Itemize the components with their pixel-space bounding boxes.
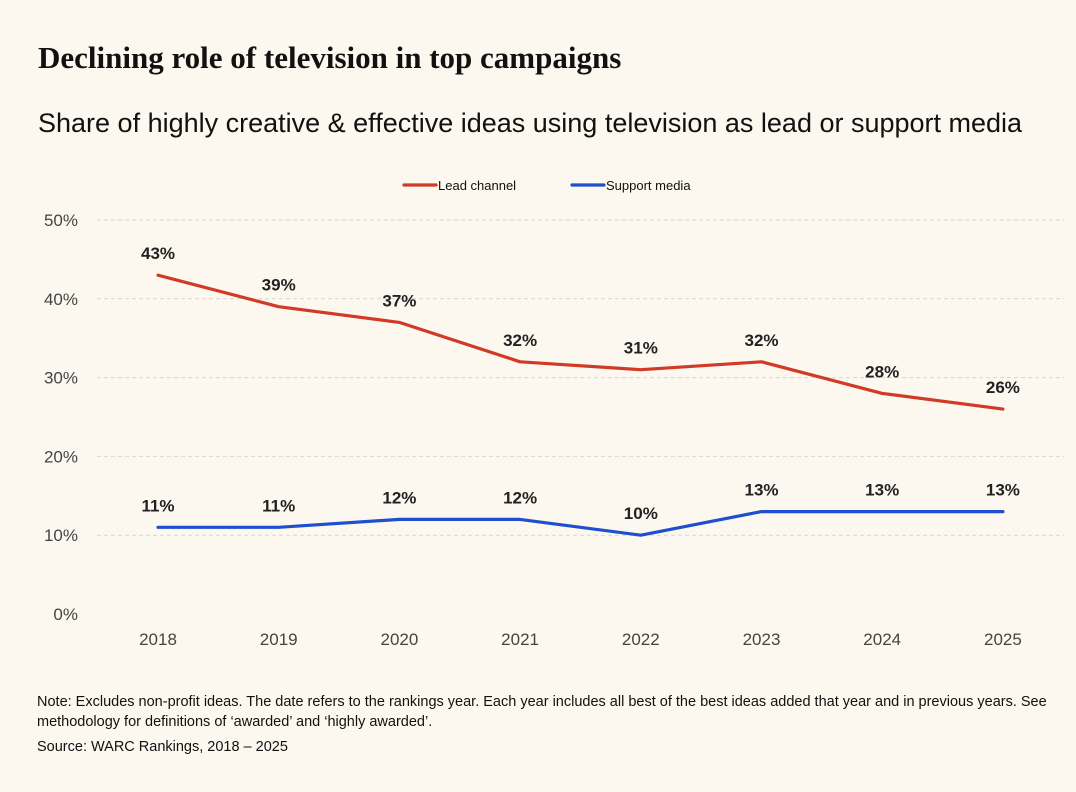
chart-subtitle: Share of highly creative & effective ide… xyxy=(38,108,1023,138)
y-tick-label: 30% xyxy=(44,369,78,388)
x-tick-label: 2018 xyxy=(139,630,177,649)
data-label: 31% xyxy=(624,339,658,358)
chart-note: Note: Excludes non-profit ideas. The dat… xyxy=(37,694,1047,730)
series-line-support-media xyxy=(156,510,1005,537)
data-label: 43% xyxy=(141,244,175,263)
data-label: 11% xyxy=(262,496,295,515)
y-tick-label: 50% xyxy=(44,211,78,230)
x-tick-label: 2020 xyxy=(380,630,418,649)
data-label: 13% xyxy=(986,481,1020,500)
data-label: 37% xyxy=(382,291,416,310)
data-label: 26% xyxy=(986,378,1020,397)
line-chart: 0% 10% 20% 30% 40% 50% 2018 2019 2020 2021 2022 202… xyxy=(44,178,1064,649)
chart-source: Source: WARC Rankings, 2018 – 2025 xyxy=(37,739,288,755)
y-tick-label: 40% xyxy=(44,290,78,309)
x-tick-label: 2024 xyxy=(863,630,901,649)
data-label: 13% xyxy=(744,481,778,500)
data-label: 11% xyxy=(141,496,174,515)
data-label: 13% xyxy=(865,481,899,500)
legend-label: Lead channel xyxy=(438,178,516,193)
data-label: 28% xyxy=(865,362,899,381)
x-tick-label: 2021 xyxy=(501,630,539,649)
x-tick-label: 2023 xyxy=(743,630,781,649)
series-line-lead-channel xyxy=(156,273,1005,411)
data-label: 12% xyxy=(503,488,537,507)
y-tick-label: 10% xyxy=(44,526,78,545)
data-label: 32% xyxy=(744,331,778,350)
y-tick-label: 0% xyxy=(53,605,78,624)
data-label: 10% xyxy=(624,504,658,523)
legend-label: Support media xyxy=(606,178,691,193)
data-label: 39% xyxy=(262,276,296,295)
x-tick-label: 2022 xyxy=(622,630,660,649)
x-tick-label: 2019 xyxy=(260,630,298,649)
chart-title: Declining role of television in top camp… xyxy=(38,40,622,75)
y-tick-label: 20% xyxy=(44,447,78,466)
data-label: 32% xyxy=(503,331,537,350)
x-tick-label: 2025 xyxy=(984,630,1022,649)
data-label: 12% xyxy=(382,488,416,507)
